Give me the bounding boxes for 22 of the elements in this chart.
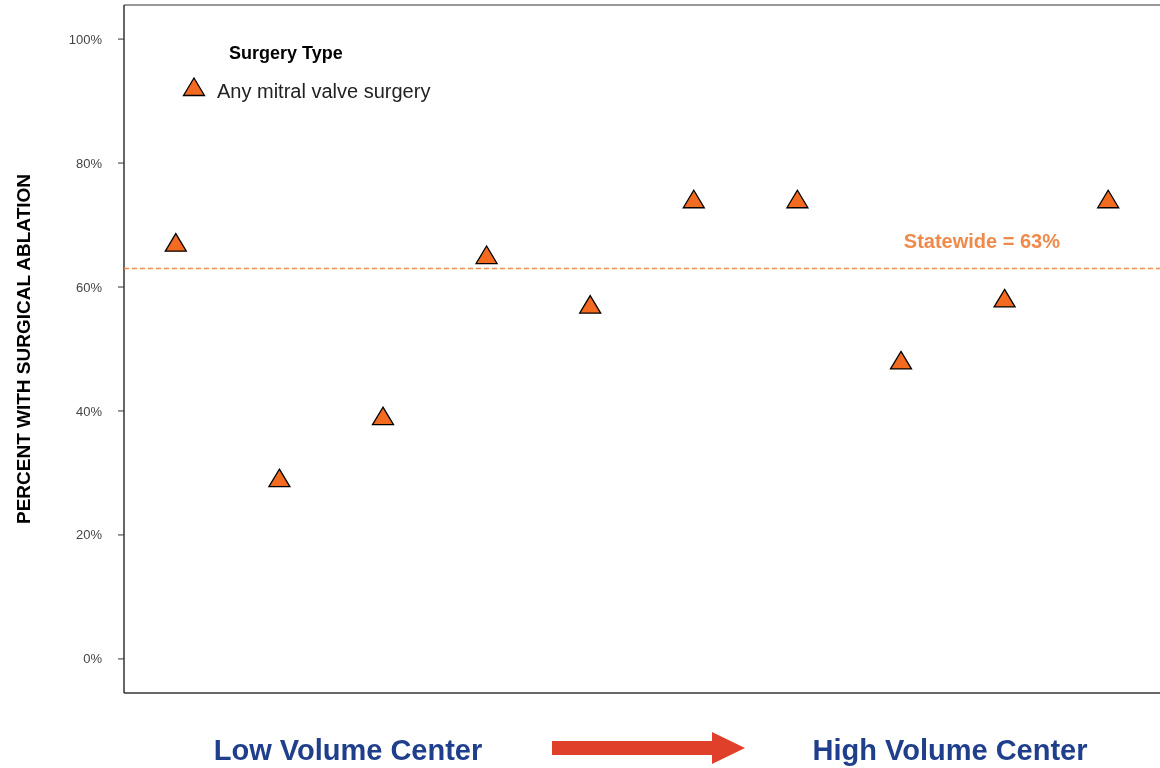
text: Low Volume Center: [213, 734, 483, 766]
point: [475, 245, 498, 265]
y-tick-label: 100%: [68, 31, 103, 47]
point: [371, 406, 395, 426]
y-tick-label: 40%: [75, 403, 103, 419]
y-tick-label: 60%: [75, 279, 103, 295]
ref-line-label: Statewide = 63%: [903, 230, 1061, 253]
point: [786, 189, 809, 209]
point: [164, 232, 187, 252]
y-axis-title: PERCENT WITH SURGICAL ABLATION: [13, 173, 34, 525]
y-tick-label: 20%: [75, 527, 103, 543]
point: [889, 350, 913, 370]
point: [268, 468, 291, 488]
point: [579, 294, 602, 314]
y-tick-label: 0%: [83, 651, 103, 667]
text: High Volume Center: [812, 734, 1088, 766]
point: [682, 189, 705, 209]
point: [993, 288, 1016, 308]
legend-title: Surgery Type: [229, 43, 343, 63]
point: [1097, 189, 1120, 209]
legend-label: Any mitral valve surgery: [217, 80, 431, 102]
y-tick-label: 80%: [75, 155, 103, 171]
